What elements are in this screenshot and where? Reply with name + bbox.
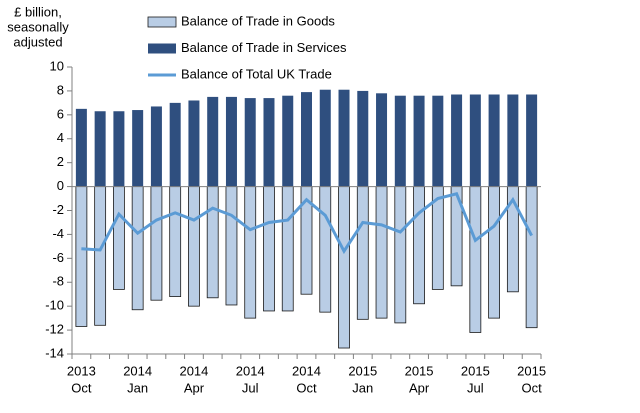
y-tick-label: 2 [57,154,64,169]
bar [319,89,331,187]
legend-label: Balance of Trade in Services [181,40,347,55]
bar [150,186,163,301]
bar [244,98,256,187]
bar [301,92,312,187]
bar [319,186,332,313]
x-tick-label: 2014 [292,363,321,378]
bar [281,186,294,312]
legend-label: Balance of Trade in Goods [181,13,335,28]
bar [488,186,501,319]
x-tick-label: 2013 [67,363,96,378]
x-tick-label: 2015 [461,363,490,378]
x-tick-label: Oct [71,380,92,395]
y-axis-label-line: £ billion, [14,4,62,19]
y-tick-label: -12 [45,322,64,337]
bar [469,186,482,333]
x-tick-label: 2014 [236,363,265,378]
x-tick-label: Apr [409,380,430,395]
x-tick-label: Apr [184,380,205,395]
bar [113,111,125,187]
bar [413,95,425,187]
y-tick-label: 8 [57,82,64,97]
bar [113,186,125,290]
bar [225,96,237,187]
bar [169,186,182,297]
x-tick-label: Oct [522,380,543,395]
x-tick-label: Jul [242,380,259,395]
bar [282,95,294,187]
bar [206,186,219,299]
x-tick-label: Jan [352,380,373,395]
bar [188,100,200,187]
bar [225,186,238,306]
bar [207,96,219,187]
bar [244,186,257,319]
x-tick-label: 2015 [517,363,546,378]
bar [263,98,275,187]
bar [488,94,500,187]
bar [357,90,369,187]
y-tick-label: -14 [45,345,64,360]
bar [131,186,144,311]
bar [525,186,538,329]
y-tick-label: -10 [45,298,64,313]
legend-swatch [147,16,177,28]
x-tick-label: 2014 [123,363,152,378]
bar [413,186,425,305]
bar [188,186,200,307]
bar [394,186,407,324]
y-tick-label: 0 [57,178,64,193]
y-tick-label: 10 [50,58,64,73]
bar [451,94,463,187]
bar [507,94,519,187]
y-axis-label-line: adjusted [13,34,62,49]
x-tick-label: 2015 [405,363,434,378]
bar [94,186,107,326]
x-tick-label: Jan [127,380,148,395]
y-tick-label: -2 [52,202,64,217]
bar [263,186,275,312]
bar [526,94,538,187]
bar [394,95,406,187]
y-tick-label: -8 [52,274,64,289]
bar [432,95,444,187]
x-tick-label: 2015 [348,363,377,378]
y-tick-label: 4 [57,130,64,145]
legend-label: Balance of Total UK Trade [181,66,332,81]
y-tick-label: 6 [57,106,64,121]
bar [75,108,87,187]
y-tick-label: -6 [52,250,64,265]
bar [469,94,481,187]
x-tick-label: 2014 [179,363,208,378]
bar [75,186,88,327]
bar [376,93,388,187]
legend-swatch [148,43,176,54]
y-tick-label: -4 [52,226,64,241]
bar [338,186,350,349]
bar [132,110,144,187]
x-tick-label: Oct [296,380,317,395]
bar [356,186,369,320]
y-axis-label-line: seasonally [7,19,69,34]
line [81,191,533,255]
bar [375,186,388,319]
bar [338,89,350,187]
bar [94,111,106,187]
x-tick-label: Jul [467,380,484,395]
bar [150,106,162,187]
bar [169,102,181,187]
